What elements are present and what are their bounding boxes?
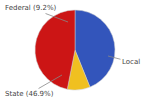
- svg-text:State (46.9%): State (46.9%): [5, 90, 54, 98]
- svg-text:Local: Local: [122, 58, 140, 66]
- svg-text:Federal (9.2%): Federal (9.2%): [5, 4, 57, 12]
